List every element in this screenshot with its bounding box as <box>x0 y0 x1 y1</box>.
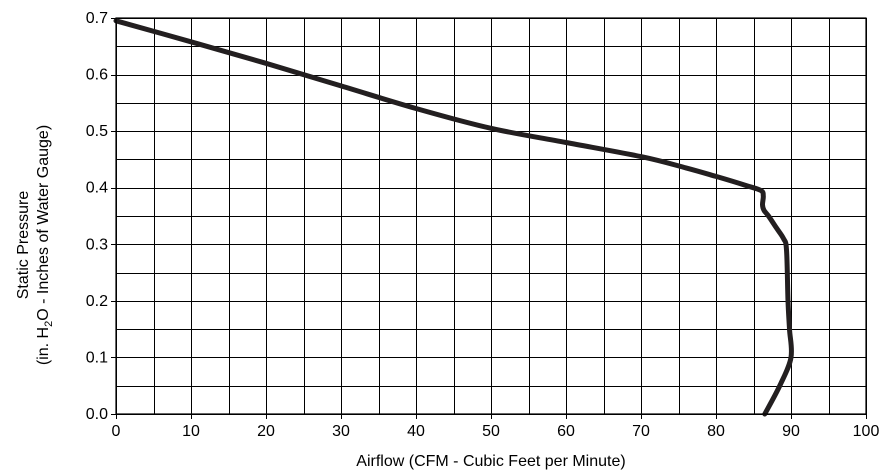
x-tick-label: 80 <box>707 423 725 440</box>
y-tick-label: 0.2 <box>86 293 108 310</box>
x-tick-labels: 0 10 20 30 40 50 60 70 80 90 100 <box>112 423 880 440</box>
y-axis-title-subscript: 2 <box>43 321 55 327</box>
y-axis-title-part2: O - Inches of Water Gauge) <box>35 125 52 321</box>
x-tick-label: 70 <box>632 423 650 440</box>
y-tick-label: 0.0 <box>86 406 108 423</box>
y-axis-title: Static Pressure (in. H2O - Inches of Wat… <box>15 125 55 365</box>
grid <box>111 18 867 419</box>
y-tick-labels: 0.0 0.1 0.2 0.3 0.4 0.5 0.6 0.7 <box>86 10 108 423</box>
y-axis-title-line1: Static Pressure <box>15 191 32 300</box>
x-tick-label: 60 <box>557 423 575 440</box>
x-tick-label: 0 <box>112 423 121 440</box>
y-tick-label: 0.7 <box>86 10 108 27</box>
x-axis-title: Airflow (CFM - Cubic Feet per Minute) <box>356 453 625 470</box>
y-tick-label: 0.6 <box>86 67 108 84</box>
x-tick-label: 30 <box>332 423 350 440</box>
x-tick-label: 10 <box>182 423 200 440</box>
y-axis-title-part1: (in. H <box>35 327 52 365</box>
y-tick-label: 0.3 <box>86 236 108 253</box>
y-tick-label: 0.1 <box>86 349 108 366</box>
plot-frame <box>115 17 867 415</box>
series-line <box>113 18 795 417</box>
x-tick-label: 40 <box>407 423 425 440</box>
y-axis-title-line2: (in. H2O - Inches of Water Gauge) <box>35 125 55 365</box>
x-tick-label: 20 <box>257 423 275 440</box>
x-tick-label: 90 <box>782 423 800 440</box>
x-tick-label: 50 <box>482 423 500 440</box>
y-tick-label: 0.5 <box>86 123 108 140</box>
x-tick-label: 100 <box>853 423 880 440</box>
y-tick-label: 0.4 <box>86 180 108 197</box>
